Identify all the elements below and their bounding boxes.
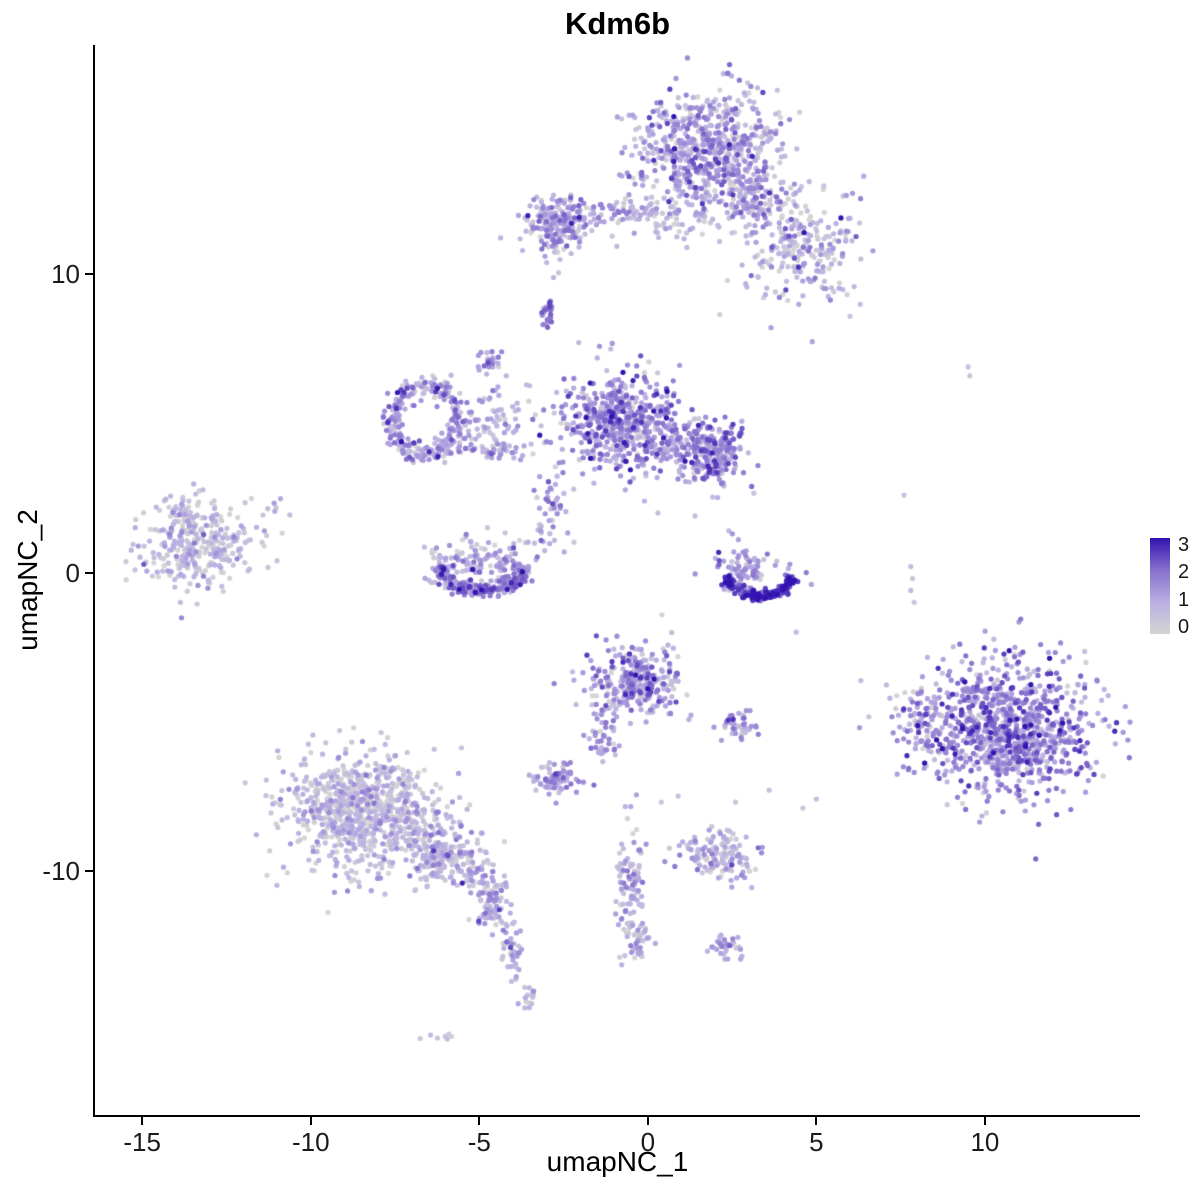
- x-tick-label: 0: [640, 1127, 656, 1157]
- legend-tick-label: 2: [1178, 561, 1190, 584]
- y-axis-line: [93, 45, 95, 1117]
- x-tick-label: 5: [809, 1127, 824, 1157]
- legend-tick-label: 0: [1178, 616, 1190, 638]
- colorbar-legend: 3 2 1 0: [1148, 534, 1200, 644]
- x-tick-label: -5: [467, 1127, 491, 1157]
- x-tick-label: -15: [123, 1127, 161, 1157]
- legend-tick-label: 3: [1178, 534, 1190, 556]
- x-tick-mark: [309, 1117, 312, 1125]
- x-axis-title: umapNC_1: [546, 1146, 689, 1177]
- x-tick-mark: [815, 1117, 818, 1125]
- y-tick-label: 0: [65, 557, 80, 588]
- x-tick-mark: [478, 1117, 481, 1125]
- y-tick-mark: [85, 571, 93, 574]
- y-axis-title: umapNC_2: [12, 509, 43, 651]
- legend-tick-label: 1: [1178, 588, 1190, 611]
- x-tick-mark: [646, 1117, 649, 1125]
- x-axis-line: [93, 1115, 1140, 1117]
- x-tick-label: -10: [291, 1127, 330, 1157]
- y-tick-mark: [85, 869, 93, 872]
- x-tick-label: 10: [970, 1127, 1000, 1157]
- y-tick-label: 10: [51, 259, 80, 290]
- y-tick-label: -10: [42, 855, 80, 886]
- plot-title: Kdm6b: [564, 6, 671, 41]
- x-tick-mark: [141, 1117, 144, 1125]
- y-tick-mark: [85, 273, 93, 276]
- x-tick-mark: [983, 1117, 986, 1125]
- colorbar-gradient: [1150, 538, 1170, 634]
